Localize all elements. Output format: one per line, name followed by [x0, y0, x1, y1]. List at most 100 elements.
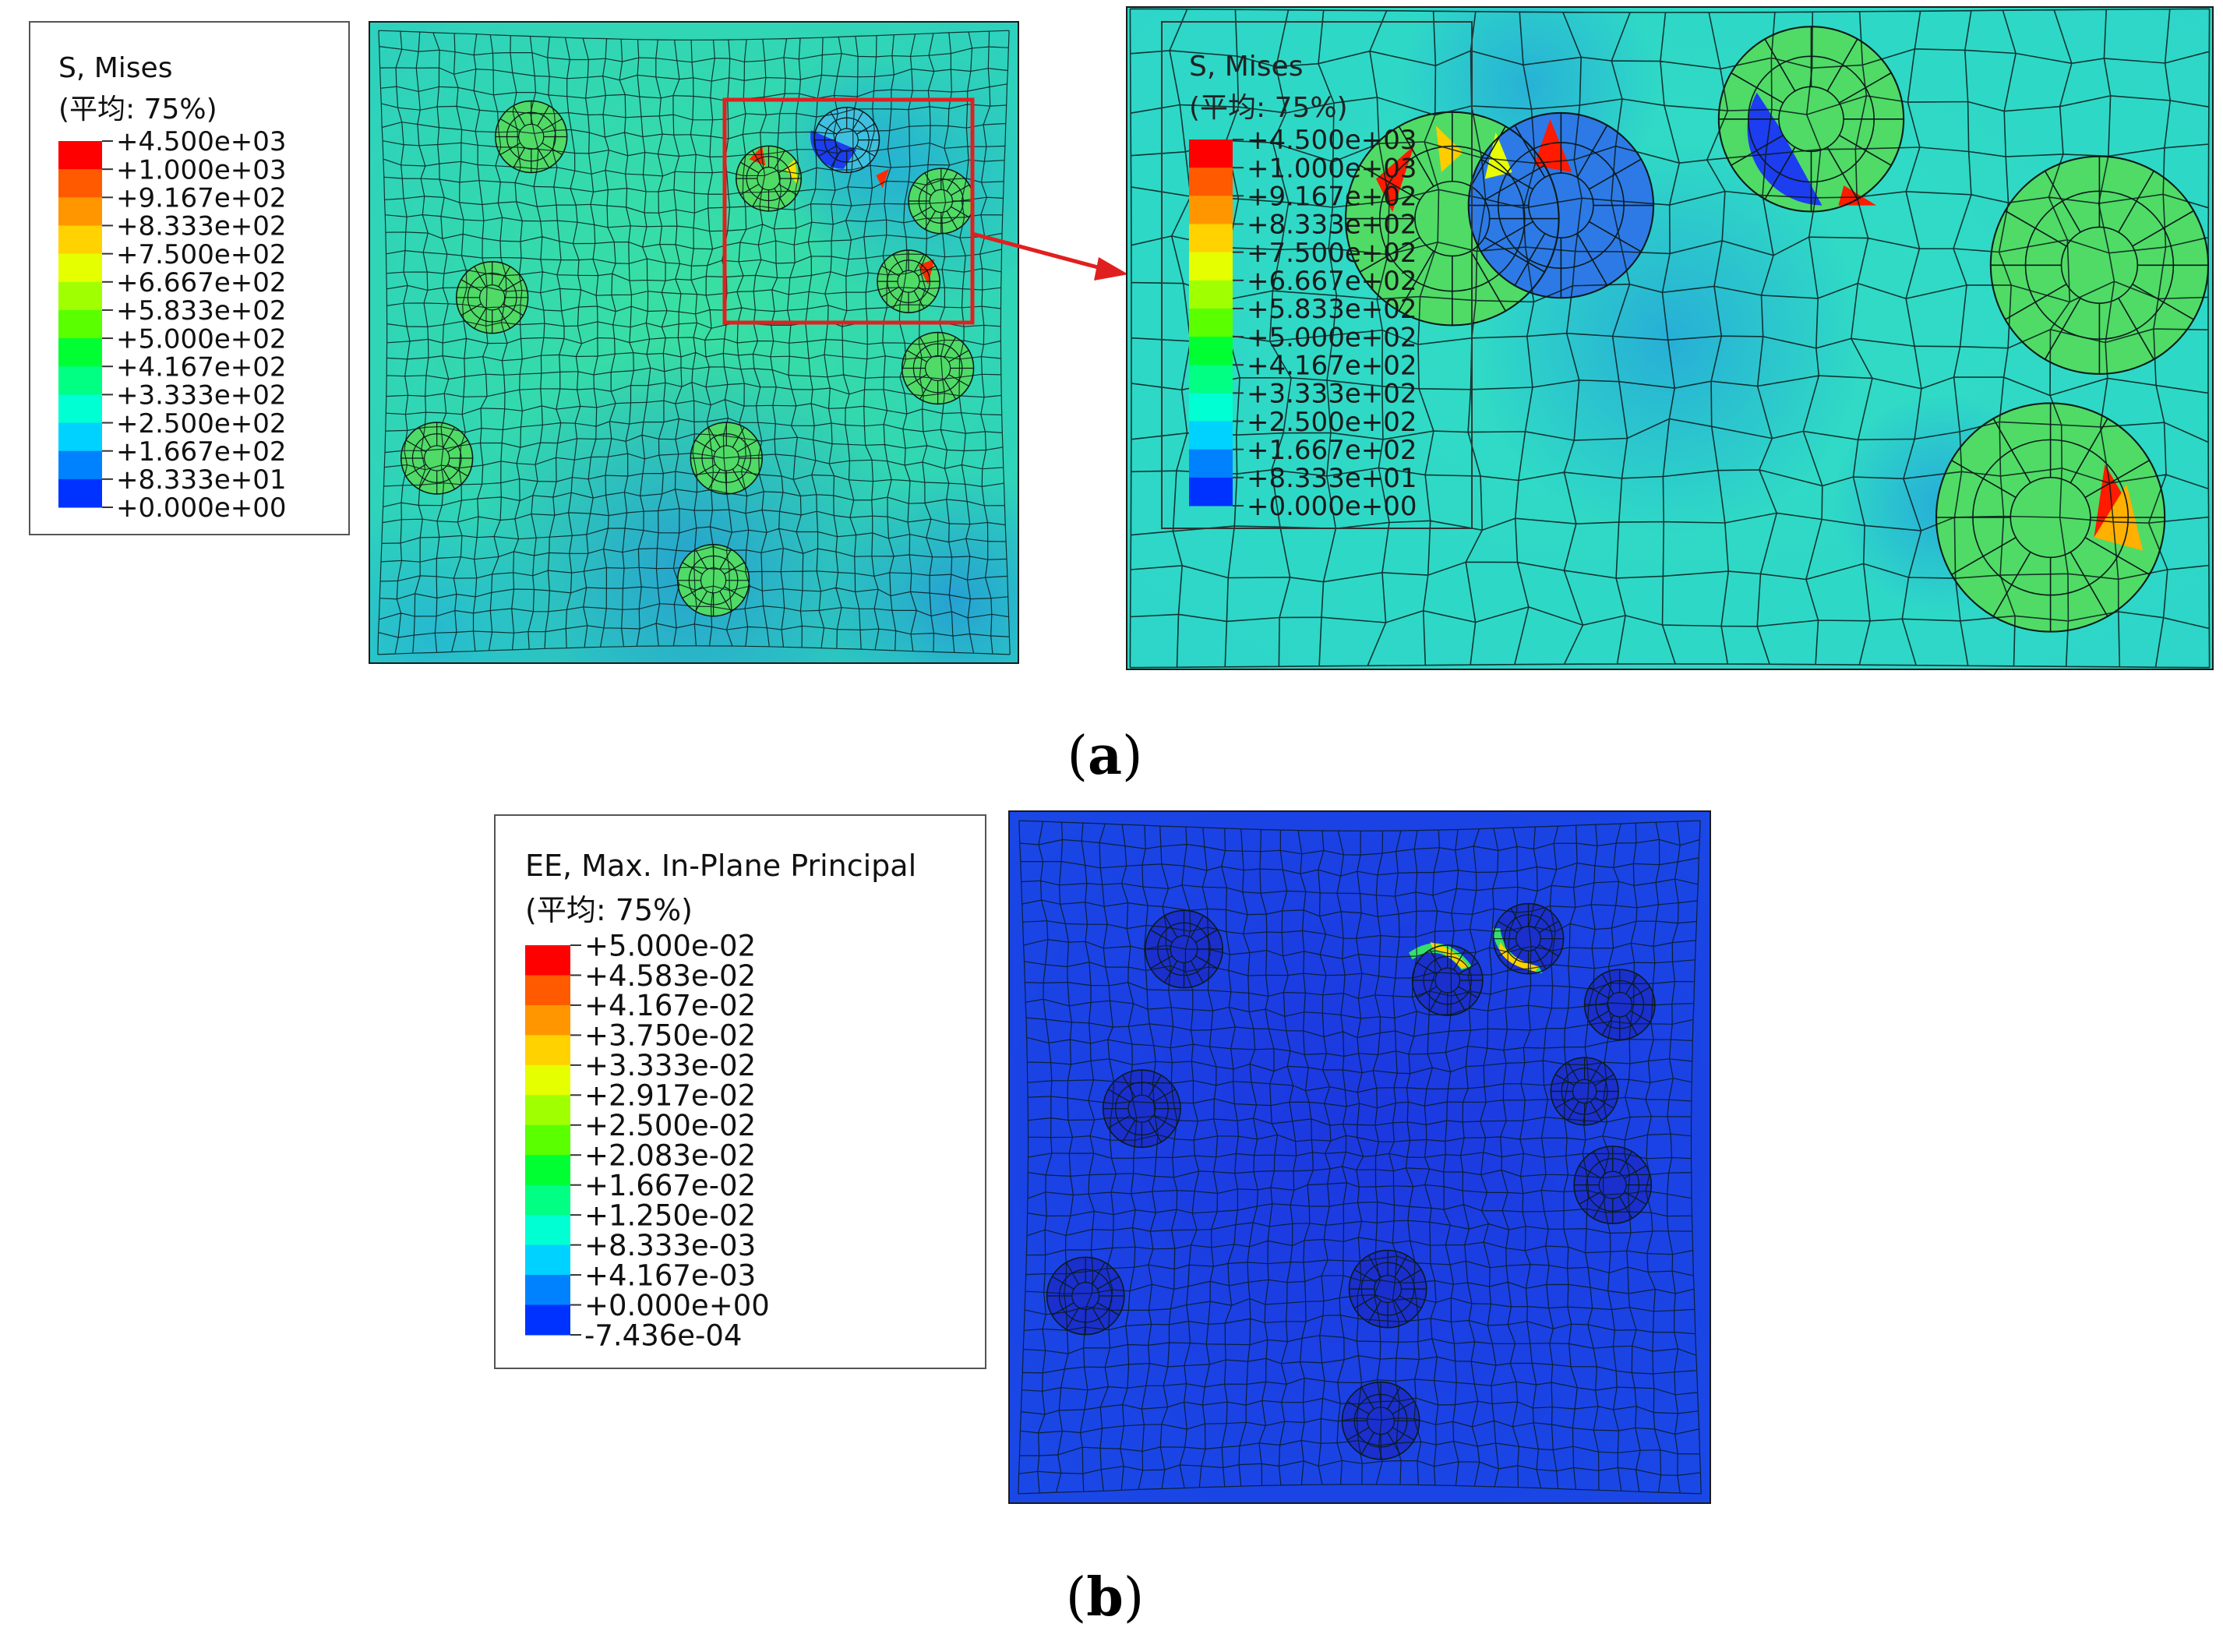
legend-tick-label: +2.917e-02: [584, 1079, 756, 1113]
legend-b-subtitle: (平均: 75%): [525, 893, 693, 927]
legend-tick-label: +4.167e+02: [1247, 350, 1417, 381]
legend-color-band: [58, 281, 102, 311]
legend-tick-label: +8.333e-03: [584, 1229, 756, 1262]
legend-a-scale: +4.500e+03+1.000e+03+9.167e+02+8.333e+02…: [58, 126, 287, 524]
legend-color-band: [525, 1275, 570, 1306]
legend-tick-label: +3.333e-02: [584, 1049, 756, 1082]
legend-color-band: [1189, 168, 1233, 196]
legend-tick-label: -7.436e-04: [584, 1318, 742, 1352]
inclusion-mesh: [424, 445, 450, 471]
inclusion-mesh: [1367, 1407, 1396, 1435]
legend-color-band: [58, 394, 102, 424]
legend-color-band: [525, 1124, 570, 1156]
legend-tick-label: +9.167e+02: [116, 183, 287, 214]
stress-concentration: [2094, 464, 2133, 538]
inclusion-outline: [901, 331, 975, 405]
legend-tick-label: +5.000e-02: [584, 929, 756, 962]
inclusion-mesh: [1157, 922, 1211, 976]
inclusion-mesh: [1598, 1170, 1627, 1199]
legend-a-title: S, Mises: [58, 52, 173, 84]
legend-color-band: [525, 1004, 570, 1036]
legend-tick-label: +2.500e-02: [584, 1109, 756, 1142]
inclusion-particle: [736, 146, 802, 211]
legend-tick-label: +5.833e+02: [1247, 294, 1417, 325]
legend-color-band: [58, 478, 102, 508]
legend-tick-label: +2.500e+02: [1247, 407, 1417, 438]
legend-tick-label: +6.667e+02: [116, 267, 287, 298]
inclusion-mesh: [1516, 926, 1541, 952]
principal-strain-contour-plot: [1008, 810, 1711, 1504]
legend-color-band: [525, 1304, 570, 1336]
inclusion-mesh: [1528, 172, 1594, 238]
legend-zoom-title: S, Mises: [1189, 51, 1304, 83]
legend-color-band: [525, 975, 570, 1006]
inclusion-mesh: [912, 343, 963, 394]
finite-element-mesh: [377, 30, 1011, 655]
inclusion-mesh: [1423, 955, 1473, 1005]
plot-border: [369, 21, 1019, 664]
inclusion-particle: [400, 422, 473, 494]
legend-tick-label: +1.000e+03: [1247, 153, 1417, 184]
inclusion-mesh: [2024, 190, 2175, 341]
legend-tick-label: +8.333e+01: [1247, 463, 1417, 494]
legend-tick-label: +1.667e-02: [584, 1169, 756, 1202]
inclusion-mesh: [2010, 476, 2091, 559]
legend-tick-label: +1.250e-02: [584, 1198, 756, 1232]
inclusion-mesh: [924, 355, 951, 382]
inclusion-mesh: [1497, 142, 1625, 270]
inclusion-mesh: [1115, 1082, 1169, 1136]
legend-tick-label: +8.333e+01: [116, 464, 287, 496]
legend-zoom-scale: +4.500e+03+1.000e+03+9.167e+02+8.333e+02…: [1161, 21, 1473, 529]
zoom-arrow-head: [1094, 257, 1128, 281]
legend-tick-label: +1.000e+03: [116, 154, 287, 185]
inclusion-mesh: [1374, 1275, 1403, 1304]
zoom-callout: [722, 97, 1128, 325]
inclusion-mesh: [897, 270, 920, 293]
legend-tick-label: +0.000e+00: [116, 492, 287, 524]
inclusion-particle: [1584, 969, 1655, 1040]
caption-a-letter: a: [1087, 725, 1123, 787]
legend-color-band: [58, 309, 102, 339]
stress-concentration: [1498, 942, 1540, 972]
legend-tick-label: +4.167e-03: [584, 1258, 756, 1292]
legend-tick-label: +2.500e+02: [116, 408, 287, 439]
mises-stress-contour-plot: [369, 21, 1019, 664]
legend-tick-label: +5.000e+02: [116, 323, 287, 355]
stress-concentration: [1747, 92, 1823, 206]
legend-color-band: [58, 366, 102, 395]
legend-color-band: [58, 253, 102, 283]
inclusion-mesh: [757, 166, 781, 191]
legend-tick-label: +6.667e+02: [1247, 266, 1417, 297]
plot-border: [1126, 6, 2214, 670]
inclusion-mesh: [411, 433, 462, 483]
legend-color-band: [58, 422, 102, 452]
caption-b-letter: b: [1086, 1566, 1124, 1629]
legend-tick-label: +7.500e+02: [1247, 238, 1417, 269]
legend-zoom: S, Mises (平均: 75%) +4.500e+03 +1.000e+03 +…: [1161, 21, 1480, 535]
legend-tick-label: +1.667e+02: [1247, 435, 1417, 466]
inclusion-mesh: [478, 284, 506, 311]
inclusion-mesh: [1504, 914, 1553, 963]
stress-concentration: [1376, 145, 1414, 213]
legend-tick-label: +0.000e+00: [584, 1289, 770, 1322]
legend-tick-label: +8.333e+02: [1247, 210, 1417, 241]
inclusion-mesh: [2060, 226, 2139, 304]
legend-color-band: [1189, 337, 1233, 365]
legend-b-scale: +5.000e-02+4.583e-02+4.167e-02+3.750e-02…: [525, 929, 770, 1352]
legend-color-band: [58, 450, 102, 480]
zoom-arrow-line: [972, 231, 1107, 272]
inclusion-mesh: [1434, 967, 1461, 994]
legend-tick-label: +8.333e+02: [116, 211, 287, 242]
inclusion-outline: [1145, 909, 1223, 989]
legend-a-subtitle: (平均: 75%): [58, 94, 217, 125]
inclusion-mesh: [835, 128, 859, 152]
zoom-region-box: [722, 97, 975, 325]
legend-color-band: [1189, 252, 1233, 281]
legend-color-band: [58, 225, 102, 255]
legend-tick-label: +4.500e+03: [116, 126, 287, 157]
inclusion-mesh: [1058, 1269, 1113, 1323]
inclusion-particle: [1990, 156, 2209, 374]
legend-b-title: EE, Max. In-Plane Principal: [525, 849, 917, 883]
legend-color-band: [525, 1035, 570, 1066]
zoomed-stress-contour-plot: [1126, 6, 2214, 670]
